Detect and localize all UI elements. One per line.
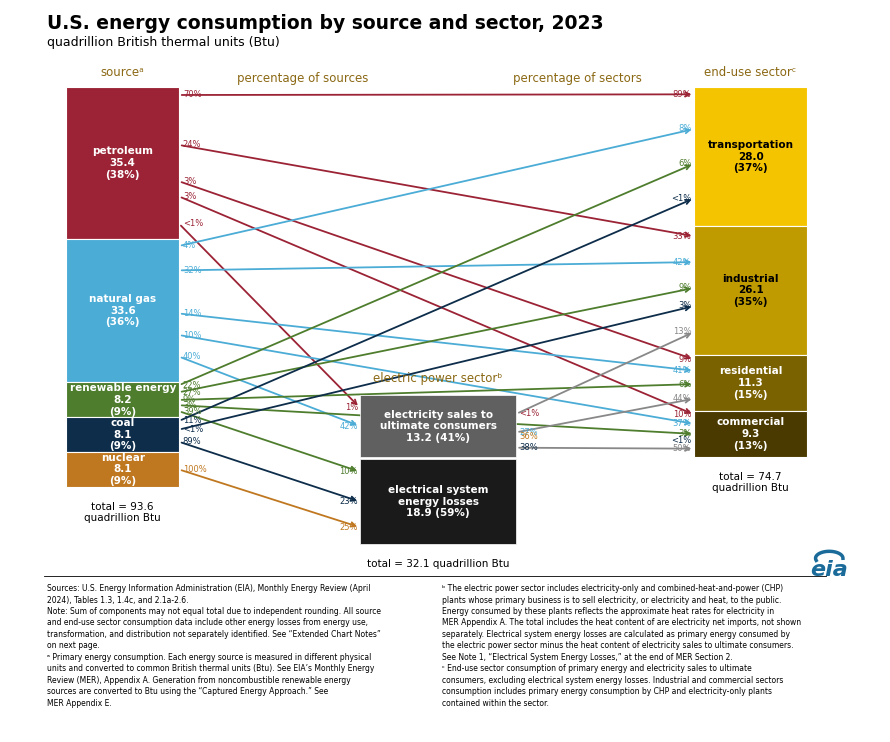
Bar xyxy=(360,395,516,457)
Text: eia: eia xyxy=(811,560,848,580)
Text: 40%: 40% xyxy=(182,352,201,361)
Text: 22%: 22% xyxy=(182,381,201,390)
Text: 27%: 27% xyxy=(519,428,538,437)
Text: 33%: 33% xyxy=(673,232,692,240)
Text: 3%: 3% xyxy=(678,430,692,439)
Text: 11%: 11% xyxy=(182,416,201,425)
Text: petroleum
35.4
(38%): petroleum 35.4 (38%) xyxy=(93,146,153,180)
Text: ᵇ The electric power sector includes electricity-only and combined-heat-and-powe: ᵇ The electric power sector includes ele… xyxy=(442,584,801,708)
Text: transportation
28.0
(37%): transportation 28.0 (37%) xyxy=(708,140,794,174)
Text: 27%: 27% xyxy=(182,388,201,397)
Text: 9%: 9% xyxy=(678,283,692,292)
Text: 3%: 3% xyxy=(182,192,196,201)
Text: 3%: 3% xyxy=(182,401,196,410)
Text: 14%: 14% xyxy=(182,309,201,318)
Text: total = 32.1 quadrillion Btu: total = 32.1 quadrillion Btu xyxy=(367,559,509,569)
Bar xyxy=(67,382,179,418)
Text: total = 74.7
quadrillion Btu: total = 74.7 quadrillion Btu xyxy=(712,472,789,493)
Text: 70%: 70% xyxy=(182,91,201,99)
Text: 10%: 10% xyxy=(339,467,358,476)
Text: <1%: <1% xyxy=(671,194,692,203)
Text: 10%: 10% xyxy=(182,330,201,340)
Text: percentage of sectors: percentage of sectors xyxy=(513,71,642,85)
Text: <1%: <1% xyxy=(182,425,203,434)
Text: 13%: 13% xyxy=(673,327,692,336)
Text: 39%: 39% xyxy=(182,407,201,416)
Text: U.S. energy consumption by source and sector, 2023: U.S. energy consumption by source and se… xyxy=(47,14,603,33)
Text: 89%: 89% xyxy=(673,90,692,99)
Text: 10%: 10% xyxy=(673,410,692,419)
Text: electrical system
energy losses
18.9 (59%): electrical system energy losses 18.9 (59… xyxy=(388,485,489,518)
Text: 36%: 36% xyxy=(519,432,538,441)
Text: 6%: 6% xyxy=(678,380,692,389)
Text: 38%: 38% xyxy=(519,443,538,452)
Text: industrial
26.1
(35%): industrial 26.1 (35%) xyxy=(723,274,779,307)
Text: 9%: 9% xyxy=(678,355,692,364)
Text: 37%: 37% xyxy=(673,419,692,428)
Text: nuclear
8.1
(9%): nuclear 8.1 (9%) xyxy=(101,453,145,486)
Text: electric power sectorᵇ: electric power sectorᵇ xyxy=(374,372,503,385)
Text: 42%: 42% xyxy=(673,257,692,266)
Text: 3%: 3% xyxy=(182,177,196,186)
Text: residential
11.3
(15%): residential 11.3 (15%) xyxy=(719,367,782,400)
Text: <1%: <1% xyxy=(671,436,692,445)
Text: 42%: 42% xyxy=(339,421,358,430)
Text: 32%: 32% xyxy=(182,266,201,275)
Text: sourceᵃ: sourceᵃ xyxy=(101,67,144,79)
Text: 50%: 50% xyxy=(673,444,692,453)
Text: <1%: <1% xyxy=(182,219,203,228)
Text: percentage of sources: percentage of sources xyxy=(238,71,368,85)
Text: 3%: 3% xyxy=(678,301,692,310)
Bar xyxy=(67,88,179,239)
Text: commercial
9.3
(13%): commercial 9.3 (13%) xyxy=(716,417,785,450)
Bar xyxy=(694,226,806,355)
Bar xyxy=(694,411,806,457)
Text: <1%: <1% xyxy=(519,410,539,418)
Text: 1%: 1% xyxy=(344,403,358,412)
Text: renewable energy
8.2
(9%): renewable energy 8.2 (9%) xyxy=(69,384,176,416)
Text: end-use sectorᶜ: end-use sectorᶜ xyxy=(704,67,797,79)
Text: natural gas
33.6
(36%): natural gas 33.6 (36%) xyxy=(89,294,157,327)
Bar xyxy=(694,355,806,411)
Text: 6%: 6% xyxy=(678,159,692,168)
Text: 24%: 24% xyxy=(182,140,201,149)
Text: 9%: 9% xyxy=(182,395,196,404)
Text: 4%: 4% xyxy=(182,241,196,251)
Text: 89%: 89% xyxy=(182,437,201,446)
Text: total = 93.6
quadrillion Btu: total = 93.6 quadrillion Btu xyxy=(85,502,161,523)
Text: Sources: U.S. Energy Information Administration (EIA), Monthly Energy Review (Ap: Sources: U.S. Energy Information Adminis… xyxy=(47,584,381,708)
Text: 8%: 8% xyxy=(678,125,692,134)
Text: 41%: 41% xyxy=(673,367,692,375)
Text: electricity sales to
ultimate consumers
13.2 (41%): electricity sales to ultimate consumers … xyxy=(380,410,497,443)
Bar xyxy=(360,459,516,545)
Text: coal
8.1
(9%): coal 8.1 (9%) xyxy=(109,418,136,451)
Text: 100%: 100% xyxy=(182,465,206,474)
Bar xyxy=(67,239,179,382)
Text: quadrillion British thermal units (Btu): quadrillion British thermal units (Btu) xyxy=(47,36,279,49)
Text: 23%: 23% xyxy=(339,497,358,506)
Text: 44%: 44% xyxy=(673,394,692,403)
Bar xyxy=(694,88,806,226)
Bar xyxy=(67,418,179,452)
Text: 25%: 25% xyxy=(339,523,358,532)
Bar xyxy=(67,452,179,487)
